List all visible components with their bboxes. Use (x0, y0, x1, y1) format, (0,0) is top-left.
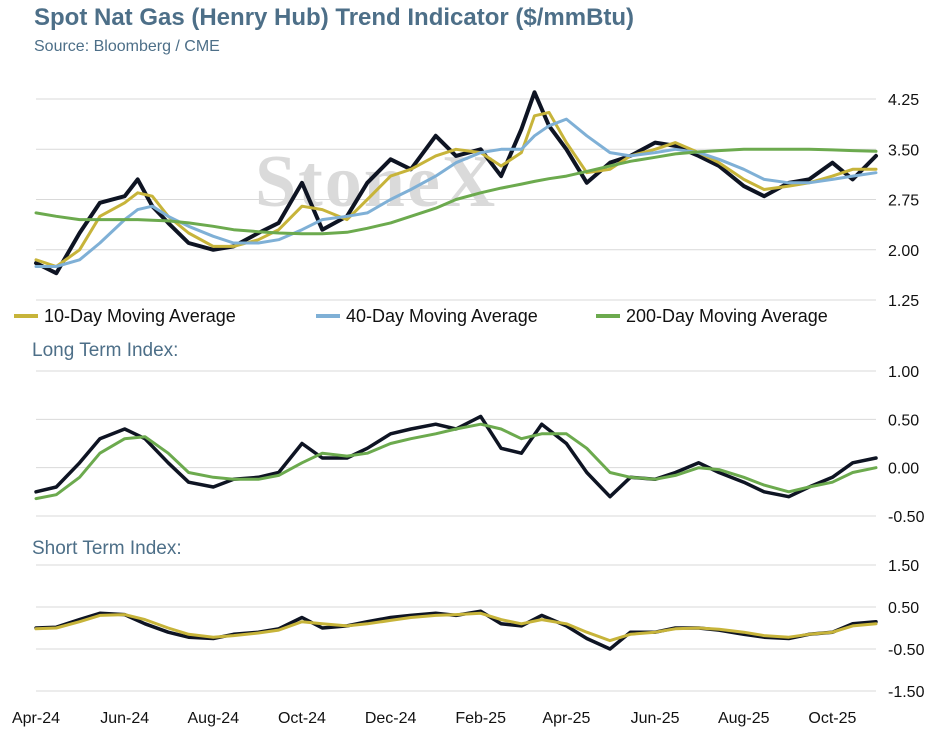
y-tick-label: 2.75 (888, 193, 919, 210)
series-line-short-index (34, 609, 878, 651)
x-tick-label: Apr-25 (542, 710, 590, 727)
chart-source: Source: Bloomberg / CME (34, 38, 220, 55)
x-tick-label: Aug-25 (718, 710, 770, 727)
y-tick-label: 0.50 (888, 600, 919, 617)
chart-title: Spot Nat Gas (Henry Hub) Trend Indicator… (34, 4, 635, 31)
x-tick-label: Jun-25 (631, 710, 680, 727)
x-tick-label: Feb-25 (455, 710, 506, 727)
y-tick-label: 1.00 (888, 364, 919, 381)
short-term-index-label: Short Term Index: (32, 538, 182, 559)
y-tick-label: -0.50 (888, 509, 925, 526)
x-tick-label: Dec-24 (365, 710, 417, 727)
series-line-ma10 (34, 110, 878, 268)
long-term-index-label: Long Term Index: (32, 340, 179, 361)
y-tick-label: 0.00 (888, 461, 919, 478)
y-tick-label: -1.50 (888, 684, 925, 701)
x-tick-label: Oct-24 (278, 710, 326, 727)
series-line-ma40 (34, 117, 878, 268)
y-tick-label: -0.50 (888, 642, 925, 659)
x-tick-label: Apr-24 (12, 710, 60, 727)
series-line-long-signal (34, 422, 878, 501)
legend-entry: 40-Day Moving Average (346, 306, 538, 326)
y-tick-label: 1.25 (888, 293, 919, 310)
y-tick-label: 0.50 (888, 412, 919, 429)
x-tick-label: Oct-25 (808, 710, 856, 727)
x-tick-label: Aug-24 (188, 710, 240, 727)
series-line-short-signal (34, 611, 878, 643)
legend-entry: 10-Day Moving Average (44, 306, 236, 326)
y-tick-label: 3.50 (888, 142, 919, 159)
y-tick-label: 4.25 (888, 92, 919, 109)
y-tick-label: 2.00 (888, 243, 919, 260)
y-tick-label: 1.50 (888, 558, 919, 575)
legend-entry: 200-Day Moving Average (626, 306, 828, 326)
x-tick-label: Jun-24 (100, 710, 149, 727)
series-line-ma200 (34, 147, 878, 236)
series-line-spot (34, 90, 878, 276)
